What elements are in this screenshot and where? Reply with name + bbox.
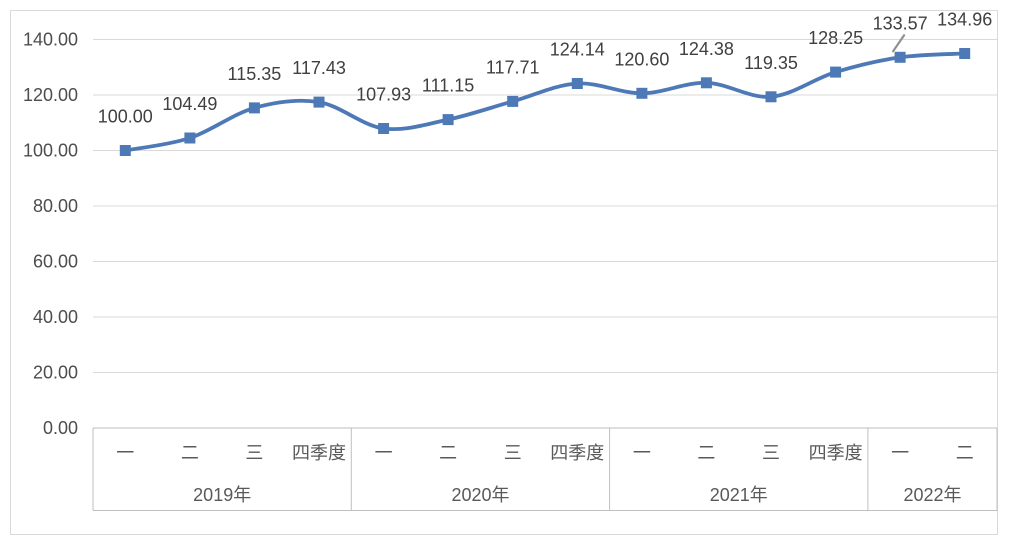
data-point-label: 133.57 <box>873 13 928 33</box>
data-point-label: 119.35 <box>744 53 798 73</box>
data-point-label: 107.93 <box>356 85 411 105</box>
x-category-label: 二 <box>181 443 199 463</box>
data-point-marker <box>765 91 777 103</box>
x-category-label: 二 <box>956 443 974 463</box>
data-point-marker <box>184 132 196 144</box>
series-line <box>123 51 967 153</box>
data-point-marker <box>378 123 390 134</box>
x-category-label: 一 <box>375 443 393 463</box>
y-tick-label: 140.00 <box>23 30 78 50</box>
data-point-label: 117.43 <box>292 58 346 78</box>
data-point-label: 111.15 <box>422 76 474 96</box>
data-point-marker <box>507 95 519 107</box>
data-point-marker <box>830 66 842 78</box>
x-group-year-label: 2020年 <box>451 485 509 505</box>
x-category-label: 二 <box>439 443 457 463</box>
x-category-label: 三 <box>245 443 263 463</box>
x-category-label: 二 <box>697 443 715 463</box>
y-tick-label: 120.00 <box>23 85 78 105</box>
data-point-marker <box>313 96 325 108</box>
data-point-marker <box>119 145 131 156</box>
data-point-marker <box>700 77 712 89</box>
x-category-label: 三 <box>762 443 780 463</box>
data-point-label: 124.14 <box>550 40 605 60</box>
data-point-label: 100.00 <box>98 107 153 127</box>
x-category-label: 四季度 <box>809 443 863 463</box>
x-group-year-label: 2021年 <box>710 485 768 505</box>
x-category-label: 一 <box>116 443 134 463</box>
data-point-label: 117.71 <box>486 57 540 77</box>
data-point-label: 120.60 <box>614 49 669 69</box>
data-point-label: 124.38 <box>679 39 734 59</box>
x-category-label: 四季度 <box>550 443 604 463</box>
data-point-marker <box>248 102 260 114</box>
x-category-label: 一 <box>633 443 651 463</box>
data-point-marker <box>894 51 906 63</box>
chart-frame-border <box>10 10 998 535</box>
data-point-marker <box>959 48 971 59</box>
data-point-marker <box>636 87 648 99</box>
data-point-marker <box>442 114 454 126</box>
y-tick-label: 0.00 <box>43 418 78 438</box>
data-point-marker <box>571 78 583 89</box>
data-point-label: 134.96 <box>937 10 992 30</box>
data-point-label: 104.49 <box>162 94 217 114</box>
y-tick-label: 80.00 <box>33 196 78 216</box>
x-category-label: 三 <box>504 443 522 463</box>
x-category-label: 四季度 <box>292 443 346 463</box>
x-group-year-label: 2022年 <box>903 485 961 505</box>
data-point-label: 115.35 <box>228 64 282 84</box>
y-tick-label: 100.00 <box>23 141 78 161</box>
mouse-cursor-artifact <box>891 34 906 53</box>
y-tick-label: 60.00 <box>33 252 78 272</box>
data-point-label: 128.25 <box>808 28 863 48</box>
x-group-year-label: 2019年 <box>193 485 251 505</box>
x-category-label: 一 <box>891 443 909 463</box>
y-tick-label: 20.00 <box>33 363 78 383</box>
y-tick-label: 40.00 <box>33 307 78 327</box>
